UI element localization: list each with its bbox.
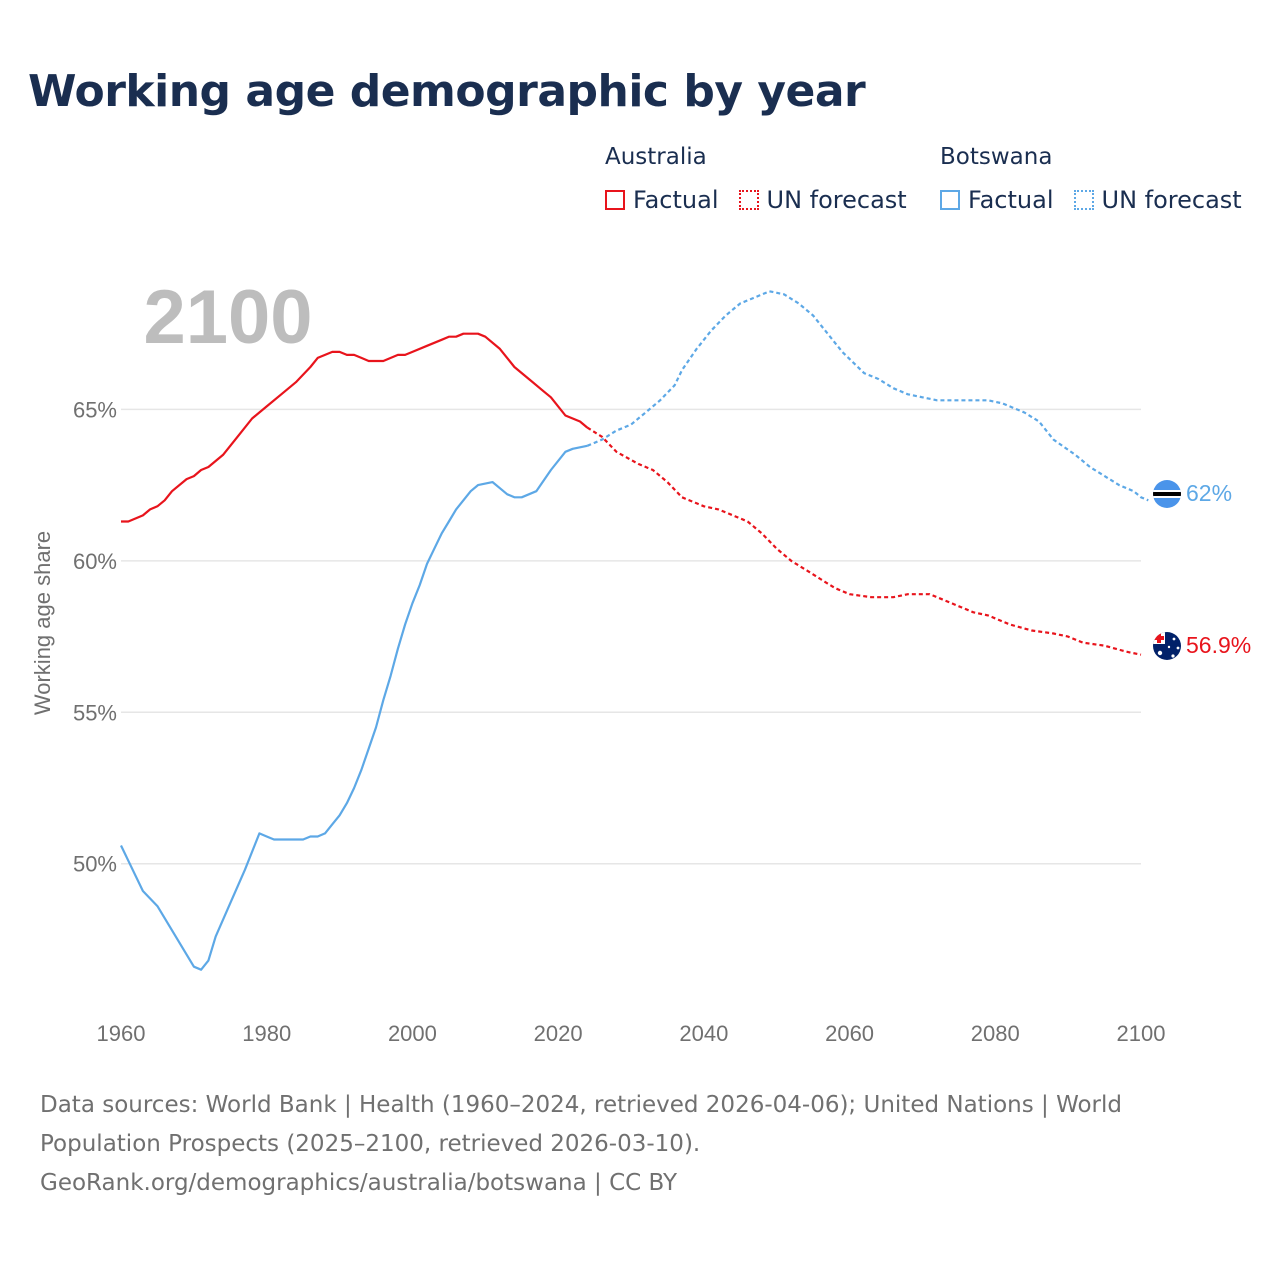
legend-swatch-solid-icon [940,190,960,210]
australia-flag-icon [1153,632,1181,660]
x-tick-label: 2000 [388,1021,437,1046]
series-line-botswana-forecast[interactable] [586,290,1149,502]
legend-item-factual[interactable]: Factual [940,186,1054,214]
legend-group-name: Botswana [940,144,1053,170]
footer-link[interactable]: GeoRank.org/demographics/australia/botsw… [40,1170,678,1196]
footer-line: Data sources: World Bank | Health (1960–… [40,1092,1122,1118]
x-axis-ticks: 1960 1980 2000 2020 2040 2060 2080 2100 [97,1021,1166,1046]
legend-item-forecast[interactable]: UN forecast [1073,186,1242,214]
legend-item-factual[interactable]: Factual [605,186,719,214]
line-chart: 2100 Working age share 50% 55% 60% 65% 1960… [30,275,1251,1046]
x-tick-label: 1960 [97,1021,146,1046]
legend-group-botswana: Botswana Factual UN forecast [940,144,1242,214]
x-tick-label: 2100 [1117,1021,1166,1046]
legend-swatch-dotted-icon [1073,190,1094,210]
x-tick-label: 2080 [971,1021,1020,1046]
series-line-australia-factual[interactable] [121,332,589,523]
y-tick-label: 55% [73,700,117,725]
y-tick-label: 65% [73,397,117,422]
series-lines [120,290,1149,971]
series-line-botswana-factual[interactable] [120,444,588,971]
legend-label: UN forecast [766,186,907,214]
footer-line: Population Prospects (2025–2100, retriev… [40,1131,701,1157]
botswana-flag-icon [1153,480,1181,508]
x-tick-label: 1980 [242,1021,291,1046]
legend-item-forecast[interactable]: UN forecast [738,186,907,214]
year-watermark: 2100 [143,275,312,360]
y-tick-label: 50% [73,852,117,877]
end-value-label-australia: 56.9% [1186,632,1251,658]
legend-group-name: Australia [605,144,707,170]
gridlines [121,408,1141,865]
x-tick-label: 2020 [534,1021,583,1046]
legend-label: UN forecast [1101,186,1242,214]
y-tick-label: 60% [73,549,117,574]
y-axis-ticks: 50% 55% 60% 65% [73,397,117,876]
legend-swatch-solid-icon [605,190,625,210]
page-title: Working age demographic by year [28,66,866,117]
x-tick-label: 2060 [825,1021,874,1046]
legend-label: Factual [968,186,1054,214]
end-value-label-botswana: 62% [1186,480,1232,506]
legend-swatch-dotted-icon [738,190,759,210]
legend-group-australia: Australia Factual UN forecast [605,144,907,214]
legend-label: Factual [633,186,719,214]
footer-sources: Data sources: World Bank | Health (1960–… [40,1086,1240,1203]
series-line-australia-forecast[interactable] [586,426,1142,656]
y-axis-label: Working age share [30,531,55,715]
x-tick-label: 2040 [679,1021,728,1046]
